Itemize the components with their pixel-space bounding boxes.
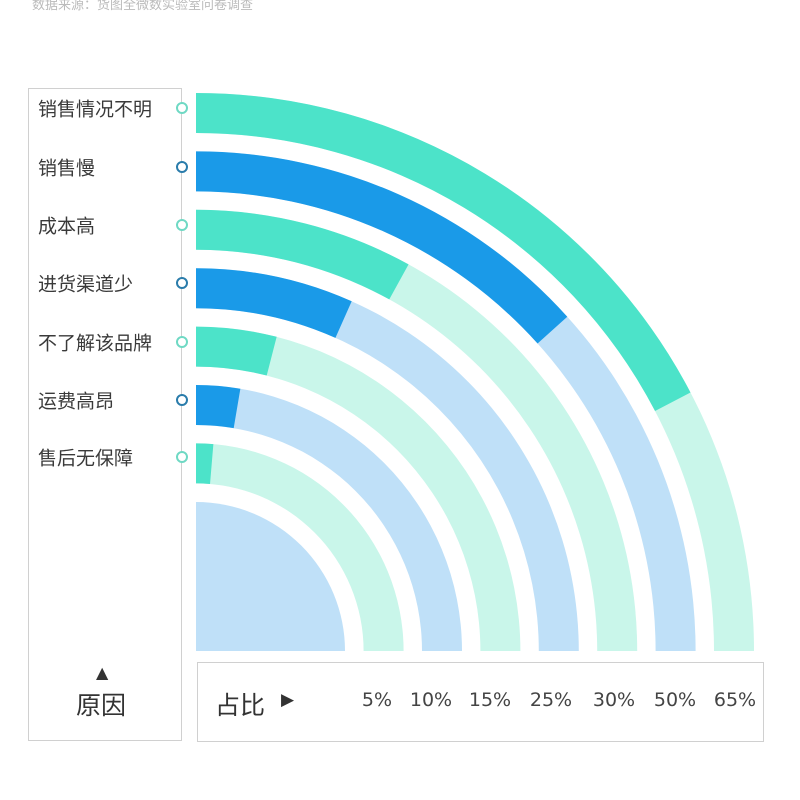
category-label: 进货渠道少 [38, 273, 134, 296]
category-marker-icon [176, 394, 188, 406]
tick-label: 10% [409, 689, 453, 711]
tick-label: 15% [468, 689, 512, 711]
category-marker-icon [176, 102, 188, 114]
tick-label: 5% [361, 689, 393, 711]
data-source-note: 数据来源：货图全微数实验室问卷调查 [32, 0, 254, 13]
category-label: 销售情况不明 [38, 98, 153, 121]
category-label: 不了解该品牌 [38, 332, 153, 355]
category-marker-icon [176, 336, 188, 348]
bar-7 [196, 443, 214, 484]
bar-6 [196, 385, 241, 429]
bar-1 [196, 93, 691, 412]
category-marker-icon [176, 277, 188, 289]
inner-disc [196, 502, 345, 651]
bar-4 [196, 268, 352, 338]
bar-5 [196, 326, 277, 376]
category-marker-icon [176, 161, 188, 173]
up-arrow-icon: ▲ [96, 663, 109, 682]
right-arrow-icon: ▶ [281, 690, 295, 710]
tick-label: 50% [653, 689, 697, 711]
bar-2 [196, 151, 568, 344]
tick-label: 30% [592, 689, 636, 711]
category-label: 运费高昂 [38, 390, 115, 413]
ring-track [196, 443, 404, 651]
value-axis-panel [197, 662, 764, 742]
category-label: 售后无保障 [38, 447, 134, 470]
bar-3 [196, 209, 409, 300]
ring-track [196, 209, 638, 652]
value-axis-title: 占比 [215, 691, 266, 720]
category-marker-icon [176, 219, 188, 231]
tick-label: 25% [529, 689, 573, 711]
category-label: 成本高 [38, 215, 96, 238]
category-marker-icon [176, 451, 188, 463]
category-label: 销售慢 [38, 157, 96, 180]
category-axis-title: 原因 [76, 691, 127, 720]
tick-label: 65% [713, 689, 757, 711]
category-panel [28, 88, 182, 741]
